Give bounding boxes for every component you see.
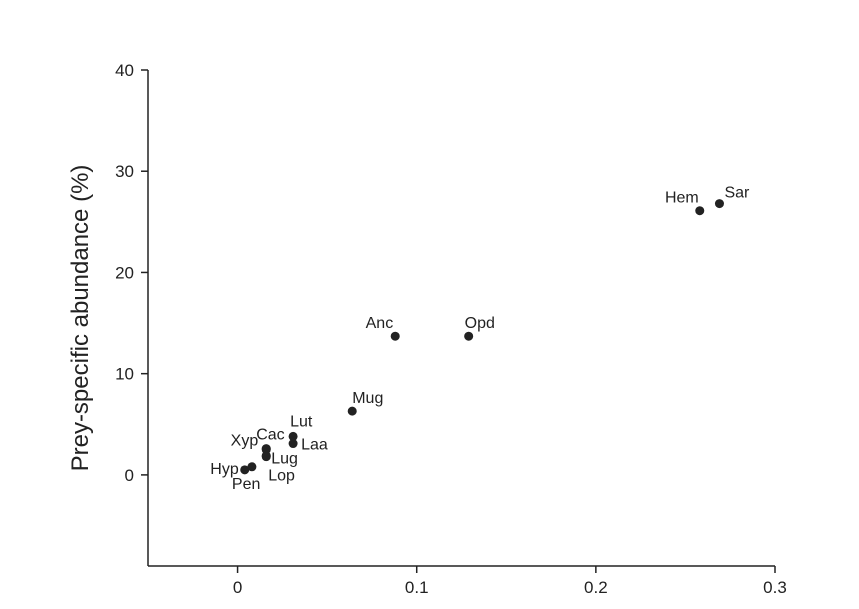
point-label: Sar — [724, 185, 750, 202]
data-point-hem — [695, 206, 705, 216]
data-point-cac — [261, 444, 271, 454]
data-point-pen — [247, 462, 257, 472]
data-point-opd — [464, 331, 474, 341]
data-point-hyp — [240, 465, 250, 475]
point-label: Hem — [665, 190, 699, 207]
point-label: Laa — [301, 437, 328, 454]
data-point-anc — [390, 331, 400, 341]
x-tick-label: 0.1 — [405, 578, 429, 597]
point-label: Lut — [290, 413, 313, 430]
point-label: Mug — [352, 390, 383, 407]
y-tick-label: 10 — [115, 365, 134, 384]
y-tick-label: 0 — [125, 466, 134, 485]
data-point-laa — [288, 439, 298, 449]
y-axis-label: Prey-specific abundance (%) — [67, 165, 94, 472]
x-tick-label: 0.2 — [584, 578, 608, 597]
data-point-lop — [261, 452, 271, 462]
x-tick-label: 0 — [233, 578, 242, 597]
data-point-mug — [347, 406, 357, 416]
point-label: Anc — [366, 315, 394, 332]
x-tick-label: 0.3 — [763, 578, 787, 597]
point-label: Lug — [271, 451, 298, 468]
point-label: Lop — [268, 468, 295, 485]
point-label: Pen — [232, 476, 260, 493]
data-point-sar — [714, 199, 724, 209]
y-tick-label: 30 — [115, 162, 134, 181]
point-label: Opd — [465, 315, 495, 332]
y-tick-label: 20 — [115, 263, 134, 282]
point-label: Cac — [256, 427, 284, 444]
point-label: Xyp — [231, 433, 259, 450]
data-point-lut — [288, 431, 298, 441]
y-tick-label: 40 — [115, 61, 134, 80]
point-label: Hyp — [210, 461, 239, 478]
